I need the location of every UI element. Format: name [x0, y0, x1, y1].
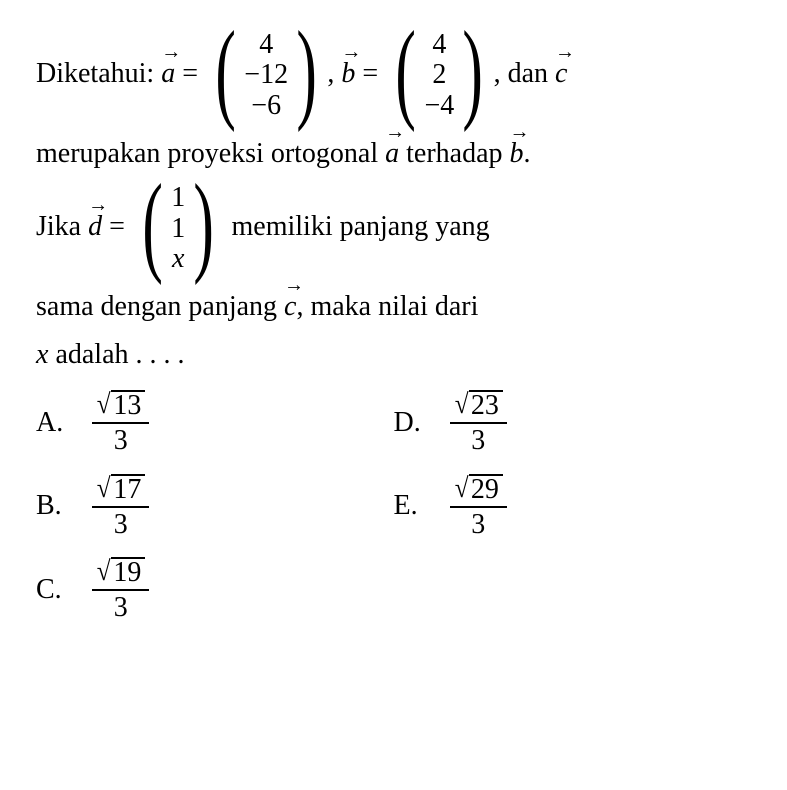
radicand: 29 — [469, 474, 503, 504]
denominator: 3 — [450, 506, 507, 539]
equals: = — [362, 58, 385, 89]
vector-a-1: −12 — [244, 60, 288, 90]
options: A. √ 13 3 D. √ 23 3 B. — [36, 390, 751, 622]
vector-c-symbol: c — [284, 282, 296, 328]
denominator: 3 — [92, 422, 149, 455]
paren-right-icon: ) — [296, 24, 317, 119]
fraction: √ 19 3 — [92, 557, 149, 622]
radicand: 23 — [469, 390, 503, 420]
option-letter: A. — [36, 402, 92, 444]
text: terhadap — [399, 138, 509, 169]
option-d: D. √ 23 3 — [394, 390, 752, 455]
paren-left-icon: ( — [142, 177, 163, 272]
equals: = — [182, 58, 205, 89]
radicand: 19 — [111, 557, 145, 587]
text: memiliki panjang yang — [232, 211, 490, 242]
vector-d-0: 1 — [171, 183, 185, 213]
denominator: 3 — [450, 422, 507, 455]
vector-b-symbol: b — [510, 129, 524, 175]
vector-d-symbol: d — [88, 202, 102, 248]
length-line-1: sama dengan panjang c, maka nilai dari — [36, 282, 751, 328]
radicand: 17 — [111, 474, 145, 504]
sqrt-icon: √ 19 — [96, 557, 145, 587]
fraction: √ 17 3 — [92, 474, 149, 539]
vector-a-0: 4 — [259, 30, 273, 60]
and-word: , dan — [494, 58, 555, 89]
option-a: A. √ 13 3 — [36, 390, 394, 455]
paren-right-icon: ) — [194, 177, 215, 272]
given-line: Diketahui: a = ( 4 −12 −6 ) , b = ( 4 2 … — [36, 28, 751, 123]
x-symbol: x — [36, 339, 48, 370]
question-line: x adalah . . . . — [36, 334, 751, 376]
sqrt-icon: √ 17 — [96, 474, 145, 504]
vector-a-symbol: a — [385, 129, 399, 175]
fraction: √ 23 3 — [450, 390, 507, 455]
sqrt-icon: √ 13 — [96, 390, 145, 420]
text: Jika — [36, 211, 88, 242]
text: , maka nilai dari — [296, 291, 478, 322]
paren-left-icon: ( — [396, 24, 417, 119]
sqrt-icon: √ 23 — [454, 390, 503, 420]
option-letter: C. — [36, 569, 92, 611]
vector-a: ( 4 −12 −6 ) — [207, 28, 325, 123]
sqrt-icon: √ 29 — [454, 474, 503, 504]
vector-a-symbol: a — [161, 49, 175, 95]
vector-b-0: 4 — [432, 30, 446, 60]
equals: = — [109, 211, 132, 242]
fraction: √ 13 3 — [92, 390, 149, 455]
vector-b-symbol: b — [341, 49, 355, 95]
radicand: 13 — [111, 390, 145, 420]
vector-c-symbol: c — [555, 49, 567, 95]
denominator: 3 — [92, 589, 149, 622]
vector-b: ( 4 2 −4 ) — [387, 28, 491, 123]
text: sama dengan panjang — [36, 291, 284, 322]
vector-d: ( 1 1 x ) — [134, 181, 223, 276]
intro-word: Diketahui: — [36, 58, 154, 89]
option-letter: E. — [394, 485, 450, 527]
denominator: 3 — [92, 506, 149, 539]
option-b: B. √ 17 3 — [36, 474, 394, 539]
option-letter: B. — [36, 485, 92, 527]
paren-right-icon: ) — [463, 24, 484, 119]
vector-b-1: 2 — [432, 60, 446, 90]
d-line: Jika d = ( 1 1 x ) memiliki panjang yang — [36, 181, 751, 276]
option-e: E. √ 29 3 — [394, 474, 752, 539]
fraction: √ 29 3 — [450, 474, 507, 539]
text: adalah . . . . — [55, 339, 184, 370]
vector-a-2: −6 — [251, 91, 281, 121]
sep: , — [327, 58, 341, 89]
vector-d-2: x — [172, 244, 184, 274]
paren-left-icon: ( — [215, 24, 236, 119]
vector-d-1: 1 — [171, 214, 185, 244]
option-letter: D. — [394, 402, 450, 444]
vector-b-2: −4 — [424, 91, 454, 121]
option-c: C. √ 19 3 — [36, 557, 394, 622]
